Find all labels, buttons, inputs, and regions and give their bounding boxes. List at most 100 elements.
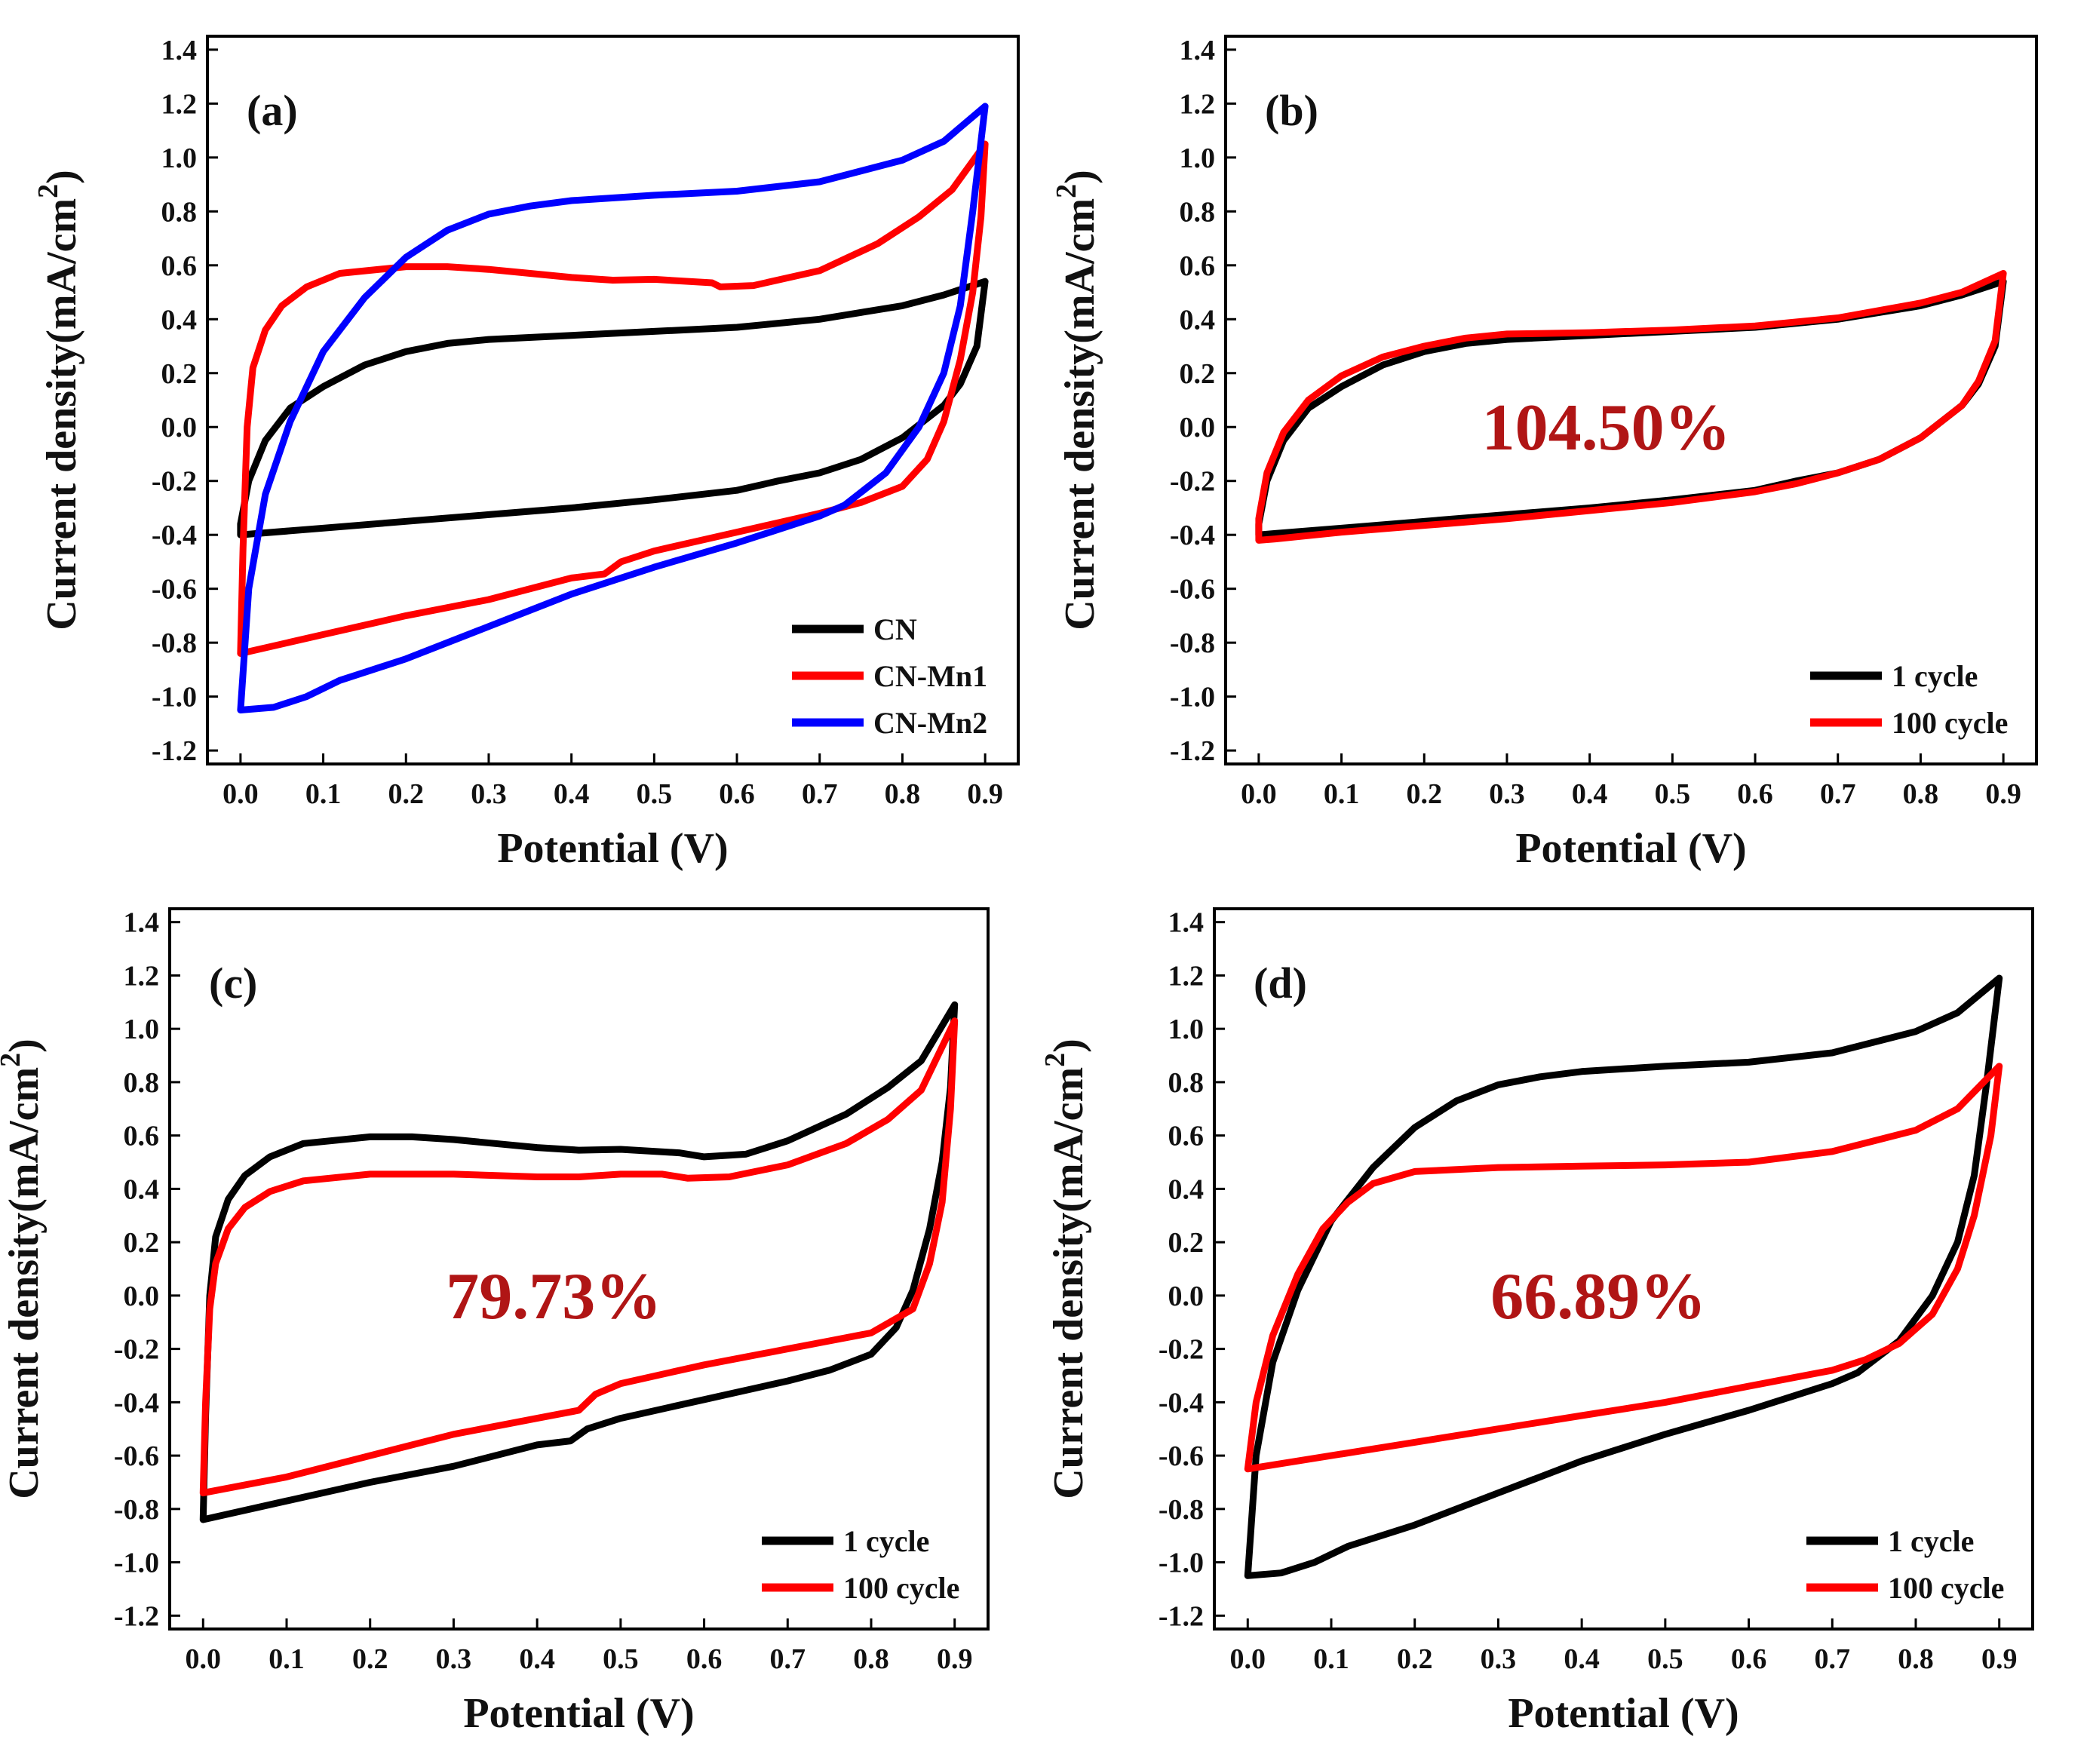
- y-tick-label: -1.0: [152, 682, 197, 713]
- y-tick-label: 1.2: [124, 960, 160, 992]
- y-tick-label: -0.4: [1170, 520, 1215, 551]
- legend-label: 100 cycle: [1888, 1571, 2004, 1605]
- y-tick-label: 0.0: [1168, 1281, 1205, 1312]
- x-tick-label: 0.1: [1313, 1643, 1349, 1675]
- y-tick-label: 0.2: [1168, 1227, 1205, 1259]
- plot-frame: [206, 35, 1020, 765]
- x-tick-label: 0.5: [1647, 1643, 1683, 1675]
- y-tick-label: 0.8: [1180, 196, 1216, 228]
- y-tick-label: 1.0: [124, 1014, 160, 1045]
- legend-label: 1 cycle: [1888, 1524, 1974, 1558]
- y-tick-label: 0.4: [1168, 1173, 1205, 1205]
- y-tick-label: 0.4: [124, 1173, 160, 1205]
- y-axis-title: Current density(mA/cm2): [1039, 1038, 1092, 1499]
- y-tick-label: 1.0: [161, 143, 198, 174]
- y-tick-label: -1.0: [114, 1548, 159, 1579]
- x-tick-label: 0.2: [352, 1643, 388, 1675]
- y-axis-title: Current density(mA/cm2): [0, 1038, 48, 1499]
- x-tick-label: 0.1: [305, 778, 342, 810]
- x-tick-label: 0.6: [1731, 1643, 1767, 1675]
- plot-frame: [1224, 35, 2038, 765]
- series-line-1-cycle: [199, 1001, 959, 1523]
- panel-d: 0.0 0.1 0.2 0.3 0.4 0.5 0.6 0.7 0.8 0.9 1.4 1.2 1.0 0…: [1039, 907, 2034, 1737]
- x-tick-label: 0.7: [1815, 1643, 1851, 1675]
- y-tick-label: 0.8: [161, 196, 198, 228]
- x-tick-label: 0.9: [1985, 778, 2021, 810]
- x-axis-title: Potential (V): [1515, 825, 1746, 872]
- x-tick-label: 0.3: [471, 778, 507, 810]
- legend-label: 100 cycle: [843, 1571, 959, 1605]
- y-tick-label: 0.6: [161, 250, 198, 282]
- series-line-100-cycle: [1255, 270, 2007, 544]
- x-tick-label: 0.8: [1903, 778, 1939, 810]
- y-tick-label: -0.2: [1159, 1334, 1204, 1366]
- x-tick-label: 0.2: [1397, 1643, 1433, 1675]
- retention-annotation: 66.89%: [1490, 1260, 1706, 1333]
- y-tick-label: 0.0: [161, 412, 198, 443]
- series-line-100-cycle: [199, 1017, 959, 1497]
- legend-label: 1 cycle: [1892, 659, 1978, 693]
- x-tick-label: 0.4: [554, 778, 590, 810]
- y-axis-title: Current density(mA/cm2): [32, 170, 85, 630]
- x-tick-label: 0.5: [1655, 778, 1691, 810]
- y-tick-label: -0.4: [114, 1387, 159, 1419]
- panel-label: (c): [209, 959, 257, 1008]
- y-tick-label: 1.4: [1168, 907, 1205, 939]
- x-tick-label: 0.6: [686, 1643, 723, 1675]
- plot-frame: [168, 907, 990, 1631]
- y-tick-label: 1.2: [1180, 88, 1216, 120]
- x-tick-label: 0.8: [885, 778, 921, 810]
- y-tick-label: 1.4: [161, 35, 198, 66]
- y-tick-label: 0.0: [1180, 412, 1216, 443]
- y-tick-label: 0.8: [124, 1067, 160, 1099]
- panel-b: 0.0 0.1 0.2 0.3 0.4 0.5 0.6 0.7 0.8 0.9 1.4 1.2 1.0 0…: [1051, 35, 2038, 872]
- x-tick-label: 0.3: [1481, 1643, 1517, 1675]
- x-tick-label: 0.2: [1407, 778, 1443, 810]
- retention-annotation: 79.73%: [446, 1260, 661, 1333]
- x-tick-label: 0.9: [1981, 1643, 2018, 1675]
- x-tick-label: 0.1: [1324, 778, 1360, 810]
- y-tick-label: 0.2: [161, 358, 198, 390]
- series-line-cn-mn2: [237, 103, 989, 713]
- y-tick-label: 0.6: [1180, 250, 1216, 282]
- legend-label: CN-Mn1: [873, 659, 987, 693]
- y-tick-label: 0.0: [124, 1281, 160, 1312]
- x-tick-label: 0.5: [603, 1643, 639, 1675]
- y-tick-label: 0.4: [1180, 304, 1216, 336]
- x-tick-label: 0.0: [223, 778, 259, 810]
- x-tick-label: 0.3: [1489, 778, 1525, 810]
- x-tick-label: 0.4: [1572, 778, 1608, 810]
- x-tick-label: 0.0: [1241, 778, 1277, 810]
- y-tick-label: -0.4: [1159, 1387, 1204, 1419]
- x-tick-label: 0.4: [519, 1643, 555, 1675]
- y-tick-label: 0.8: [1168, 1067, 1205, 1099]
- y-tick-label: 1.4: [124, 907, 160, 939]
- x-tick-label: 0.7: [802, 778, 838, 810]
- legend-label: CN-Mn2: [873, 706, 987, 740]
- panel-label: (a): [247, 86, 298, 135]
- legend-label: 1 cycle: [843, 1524, 929, 1558]
- y-tick-label: -1.2: [1159, 1600, 1204, 1632]
- y-tick-label: -1.2: [152, 735, 197, 767]
- y-tick-label: 0.2: [1180, 358, 1216, 390]
- x-tick-label: 0.6: [1737, 778, 1773, 810]
- y-tick-label: -0.8: [114, 1494, 159, 1526]
- x-tick-label: 0.8: [1898, 1643, 1934, 1675]
- series-line-1-cycle: [1244, 974, 2003, 1579]
- y-tick-label: -0.8: [152, 627, 197, 659]
- x-axis-title: Potential (V): [497, 825, 728, 872]
- y-axis-title: Current density(mA/cm2): [1051, 170, 1103, 630]
- y-tick-label: 0.4: [161, 304, 198, 336]
- x-tick-label: 0.6: [719, 778, 755, 810]
- x-tick-label: 0.2: [388, 778, 425, 810]
- y-tick-label: -0.6: [1170, 574, 1215, 606]
- y-tick-label: -0.8: [1170, 627, 1215, 659]
- y-tick-label: -0.2: [1170, 466, 1215, 498]
- x-axis-title: Potential (V): [463, 1690, 694, 1737]
- y-tick-label: -1.0: [1170, 682, 1215, 713]
- x-tick-label: 0.3: [436, 1643, 472, 1675]
- y-tick-label: -1.0: [1159, 1548, 1204, 1579]
- x-tick-label: 0.4: [1564, 1643, 1600, 1675]
- y-tick-label: 1.4: [1180, 35, 1216, 66]
- series-line-cn-mn1: [237, 140, 989, 657]
